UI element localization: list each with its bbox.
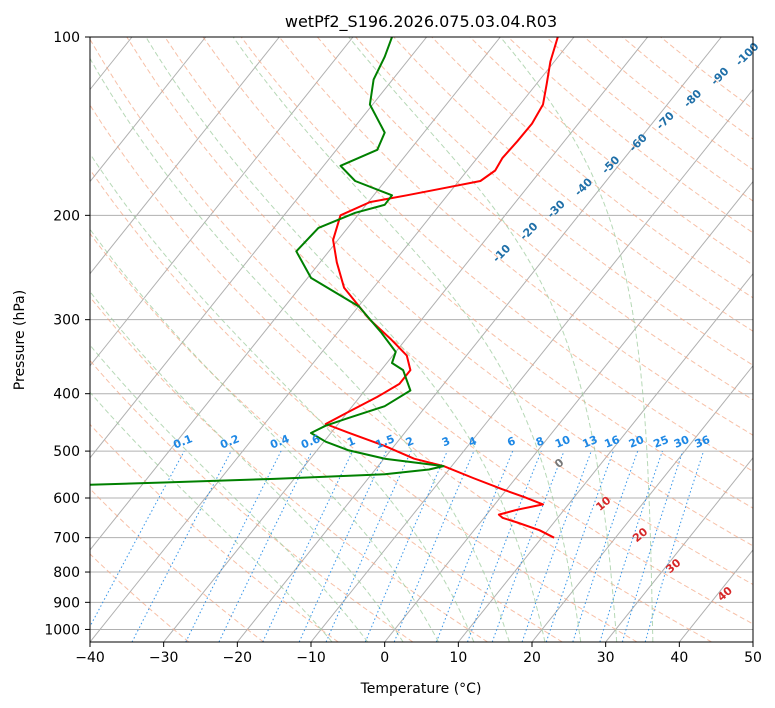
isotherm [457,272,753,642]
x-tick-label: 30 [597,650,615,666]
moist-adiabat [90,344,369,642]
mixing-ratio-line [393,450,475,642]
mixing-ratio-label: 25 [652,433,671,451]
moist-adiabat [500,37,654,642]
moist-adiabat [90,228,439,642]
mixing-ratio-label: 8 [534,434,546,449]
mixing-ratio-label: 20 [627,433,646,451]
dry-adiabat [202,37,753,509]
isotherm [310,88,753,642]
isotherm [163,37,649,642]
mixing-ratio-line [521,450,592,642]
y-tick-label: 100 [53,30,80,46]
dry-adiabat [90,359,414,642]
x-tick-label: 10 [449,650,467,666]
x-tick-label: 40 [670,650,688,666]
plot-frame [89,36,754,643]
isotherm [531,364,753,642]
isotherm [384,180,753,642]
isotherm [236,37,722,642]
x-tick-label: −40 [75,650,105,666]
mixing-ratio-line [545,450,614,642]
mixing-ratio-line [467,450,542,642]
moist-adiabat [90,391,333,642]
y-tick-label: 900 [53,595,80,611]
mixing-ratio-line [491,450,565,642]
mixing-ratio-line [644,450,705,642]
x-tick-label: 50 [744,650,762,666]
y-tick-label: 1000 [44,622,80,638]
dry-adiabat [240,37,753,472]
mixing-ratio-label: 3 [440,434,452,449]
dry-adiabat [90,168,638,642]
x-tick-label: 0 [380,650,389,666]
x-tick-label: 20 [523,650,541,666]
dry-adiabat [90,38,753,625]
mixing-ratio-line [90,450,185,628]
mixing-ratio-line [325,450,412,642]
mixing-ratio-label: 1 [345,434,357,449]
dewpoint-line [90,37,445,486]
y-axis-label: Pressure (hPa) [12,290,28,390]
dry-adiabat [90,423,339,642]
dry-adiabat [164,37,753,547]
mixing-ratio-label: 16 [603,433,622,451]
isotherm [605,457,753,642]
y-tick-label: 300 [53,313,80,329]
mixing-ratio-label: 2 [404,434,416,449]
temperature-line [324,37,559,539]
mixing-ratio-line [364,450,448,642]
x-axis-label: Temperature (°C) [360,681,482,697]
dry-adiabat [90,553,190,642]
mixing-ratio-label: 30 [672,433,691,451]
moist-adiabat [90,290,404,642]
moist-adiabat [90,152,475,642]
dry-adiabat [431,37,753,299]
dry-adiabat [393,37,753,332]
dry-adiabat [90,104,712,642]
mixing-ratio-line [435,450,514,642]
isotherm [90,37,207,183]
x-tick-label: −30 [149,650,179,666]
chart-title: wetPf2_S196.2026.075.03.04.R03 [285,12,557,32]
moist-adiabat [90,57,510,642]
dry-adiabat [278,37,753,436]
x-tick-label: −20 [223,650,253,666]
y-tick-label: 700 [53,531,80,547]
mixing-ratio-label: 13 [580,433,599,451]
isotherm [90,37,501,551]
moist-adiabat [232,37,582,642]
isotherm [90,37,354,367]
y-tick-label: 200 [53,208,80,224]
isotherm [90,37,428,459]
mixing-ratio-line [599,450,663,642]
mixing-ratio-label: 10 [553,433,572,451]
isotherm [90,37,575,642]
mixing-ratio-line [621,450,684,642]
y-tick-label: 500 [53,444,80,460]
y-tick-label: 800 [53,565,80,581]
mixing-ratio-label: 36 [693,433,712,451]
isotherm [90,37,280,275]
dry-adiabat [90,488,264,642]
mixing-ratio-line [185,450,282,642]
mixing-ratio-line [572,450,639,642]
y-tick-label: 600 [53,491,80,507]
y-tick-label: 400 [53,387,80,403]
dry-adiabat [90,296,488,642]
x-tick-label: −10 [296,650,326,666]
